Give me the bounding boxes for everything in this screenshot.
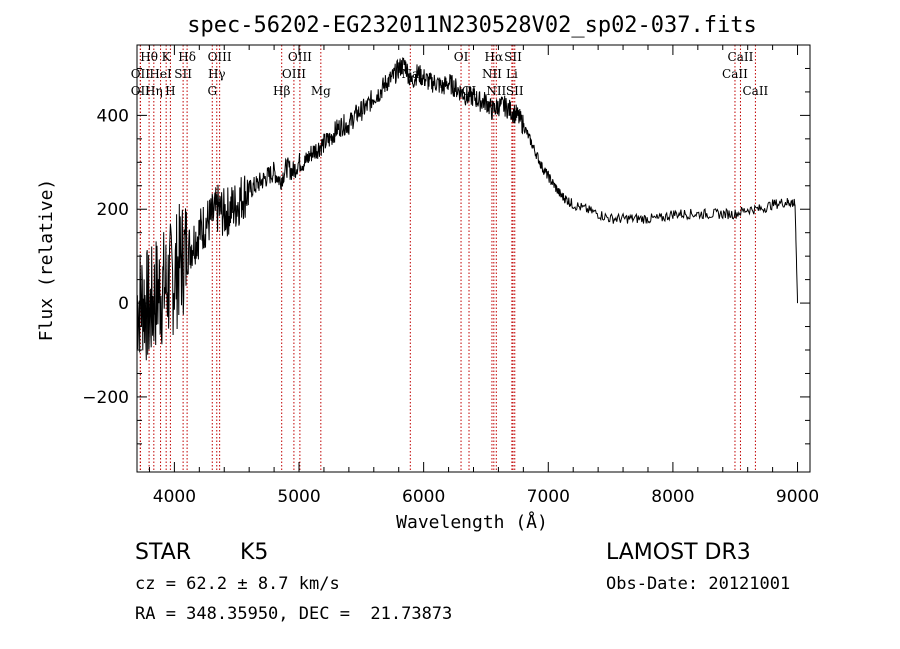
line-label-0: OII (131, 67, 151, 81)
line-label-2: OII (131, 84, 151, 98)
line-label-17: OI (454, 50, 469, 64)
line-label-13: OIII (288, 50, 312, 64)
y-tick-label-3: 400 (97, 106, 129, 126)
line-label-10: Hγ (208, 67, 226, 81)
emission-line-markers (139, 45, 756, 472)
line-label-1: Hθ (140, 50, 158, 64)
x-tick-label-5: 9000 (776, 487, 819, 507)
y-axis-label: Flux (relative) (36, 179, 57, 342)
line-label-12: Hβ (273, 84, 290, 98)
x-tick-label-2: 6000 (402, 487, 445, 507)
line-label-4: HeI (149, 67, 172, 81)
line-label-5: K (162, 50, 172, 64)
line-label-9: OIII (208, 50, 232, 64)
line-label-14: OIII (282, 67, 306, 81)
coordinates: RA = 348.35950, DEC = 21.73873 (135, 604, 453, 624)
line-label-27: CaII (742, 84, 768, 98)
spectrum-line (136, 57, 798, 361)
spectral-subclass: K5 (240, 540, 269, 565)
y-axis-ticks: −200 0 200 400 (82, 67, 810, 445)
line-label-19: Hα (485, 50, 504, 64)
obs-date: Obs-Date: 20121001 (606, 574, 791, 594)
redshift-value: cz = 62.2 ± 8.7 km/s (135, 574, 340, 594)
line-label-11: G (207, 84, 217, 98)
y-tick-label-0: −200 (82, 388, 129, 408)
line-label-22: Li (506, 67, 518, 81)
x-tick-label-4: 8000 (651, 487, 694, 507)
line-label-25: CaII (728, 50, 754, 64)
x-tick-label-0: 4000 (153, 487, 196, 507)
plot-frame (136, 44, 811, 473)
y-tick-label-2: 200 (97, 200, 129, 220)
line-label-6: H (165, 84, 175, 98)
line-label-24: SII (506, 84, 524, 98)
survey-name: LAMOST DR3 (606, 540, 751, 565)
x-tick-label-1: 5000 (277, 487, 320, 507)
line-label-21: NII (482, 67, 502, 81)
line-label-26: CaII (722, 67, 748, 81)
x-axis-ticks: 4000 5000 6000 7000 8000 9000 (148, 45, 819, 507)
line-label-7: SII (174, 67, 192, 81)
y-tick-label-1: 0 (118, 294, 129, 314)
line-label-8: Hδ (178, 50, 196, 64)
x-axis-label: Wavelength (Å) (396, 511, 548, 533)
line-label-23: NII (486, 84, 506, 98)
x-tick-label-3: 7000 (527, 487, 570, 507)
line-label-20: SII (504, 50, 522, 64)
object-type: STAR (135, 540, 192, 565)
chart-title: spec-56202-EG232011N230528V02_sp02-037.f… (187, 13, 757, 38)
line-label-15: Mg (311, 84, 331, 98)
line-label-3: Hη (145, 84, 163, 98)
